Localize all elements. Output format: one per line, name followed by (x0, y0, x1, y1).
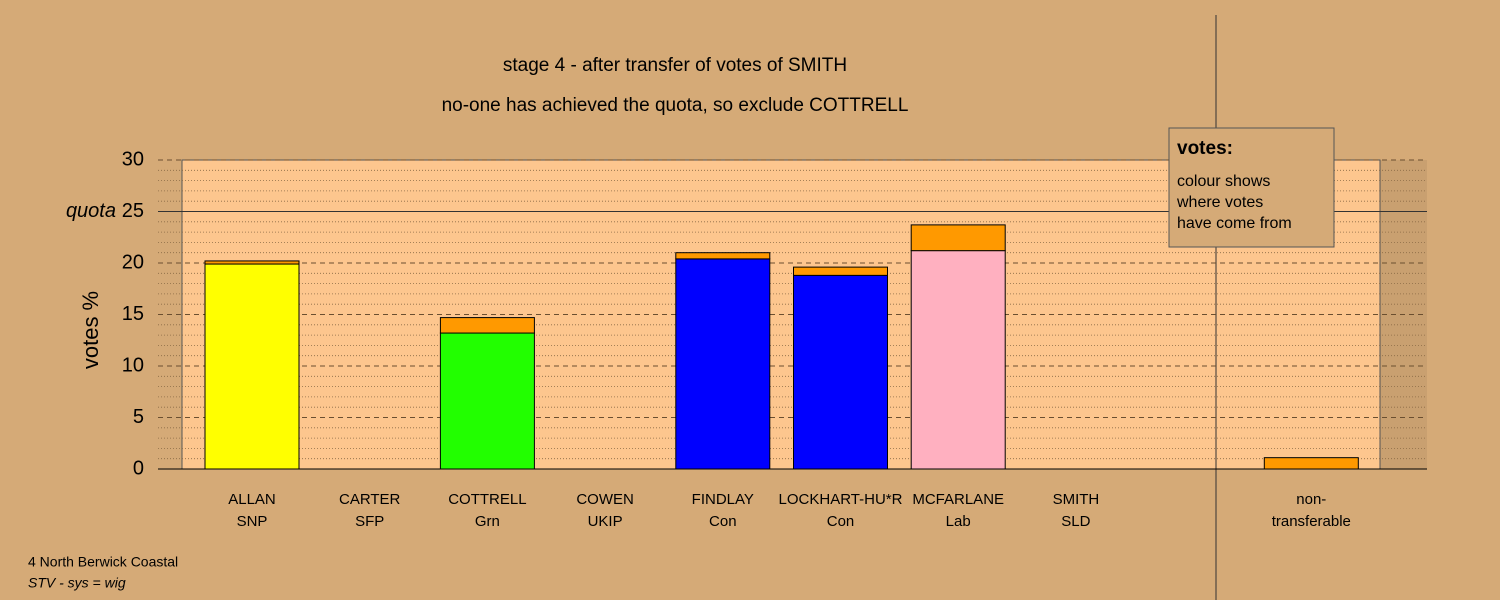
x-tick-label: CARTER (339, 491, 401, 508)
legend-box (1168, 127, 1335, 248)
y-tick-label: 15 (122, 303, 144, 325)
legend-text: colour shows (1177, 173, 1270, 190)
chart-title: stage 4 - after transfer of votes of SMI… (503, 55, 847, 76)
y-tick-label: 30 (122, 148, 144, 170)
y-tick-label: 5 (133, 406, 144, 428)
y-tick-label: 0 (133, 457, 144, 479)
x-tick-label: SMITH (1053, 491, 1100, 508)
y-axis-label: votes % (78, 291, 103, 369)
x-tick-label: FINDLAY (692, 491, 754, 508)
x-tick-label: SFP (355, 513, 384, 530)
x-tick-label: LOCKHART-HU*R (779, 491, 903, 508)
legend-text: have come from (1177, 215, 1292, 232)
footer-line: STV - sys = wig (28, 575, 126, 591)
bar-segment (204, 263, 300, 470)
y-tick-label: 10 (122, 354, 144, 376)
chart-subtitle: no-one has achieved the quota, so exclud… (442, 95, 909, 116)
x-tick-label: Lab (946, 513, 971, 530)
x-tick-label: transferable (1272, 513, 1351, 530)
bar-segment (675, 258, 771, 470)
y-tick-label: 20 (122, 251, 144, 273)
bar-segment (1263, 457, 1359, 470)
quota-label: quota (66, 200, 116, 222)
bar-segment (793, 274, 888, 470)
bar-segment (910, 224, 1006, 252)
x-tick-label: Con (709, 513, 737, 530)
bar-segment (204, 260, 300, 265)
x-tick-label: UKIP (588, 513, 623, 530)
footer-line: 4 North Berwick Coastal (28, 554, 178, 570)
x-tick-label: SNP (237, 513, 268, 530)
bar-segment (910, 250, 1006, 470)
legend-text: where votes (1176, 194, 1263, 211)
x-tick-label: COTTRELL (448, 491, 526, 508)
x-tick-label: Grn (475, 513, 500, 530)
x-tick-label: COWEN (576, 491, 634, 508)
y-tick-label: 25 (122, 200, 144, 222)
x-tick-label: non- (1296, 491, 1326, 508)
x-tick-label: Con (827, 513, 855, 530)
bar-segment (439, 332, 535, 470)
bar-segment (793, 266, 888, 276)
x-tick-label: SLD (1061, 513, 1090, 530)
bar-segment (439, 317, 535, 334)
x-tick-label: ALLAN (228, 491, 276, 508)
x-tick-label: MCFARLANE (912, 491, 1004, 508)
bar-segment (675, 252, 771, 260)
legend-title: votes: (1177, 138, 1233, 159)
